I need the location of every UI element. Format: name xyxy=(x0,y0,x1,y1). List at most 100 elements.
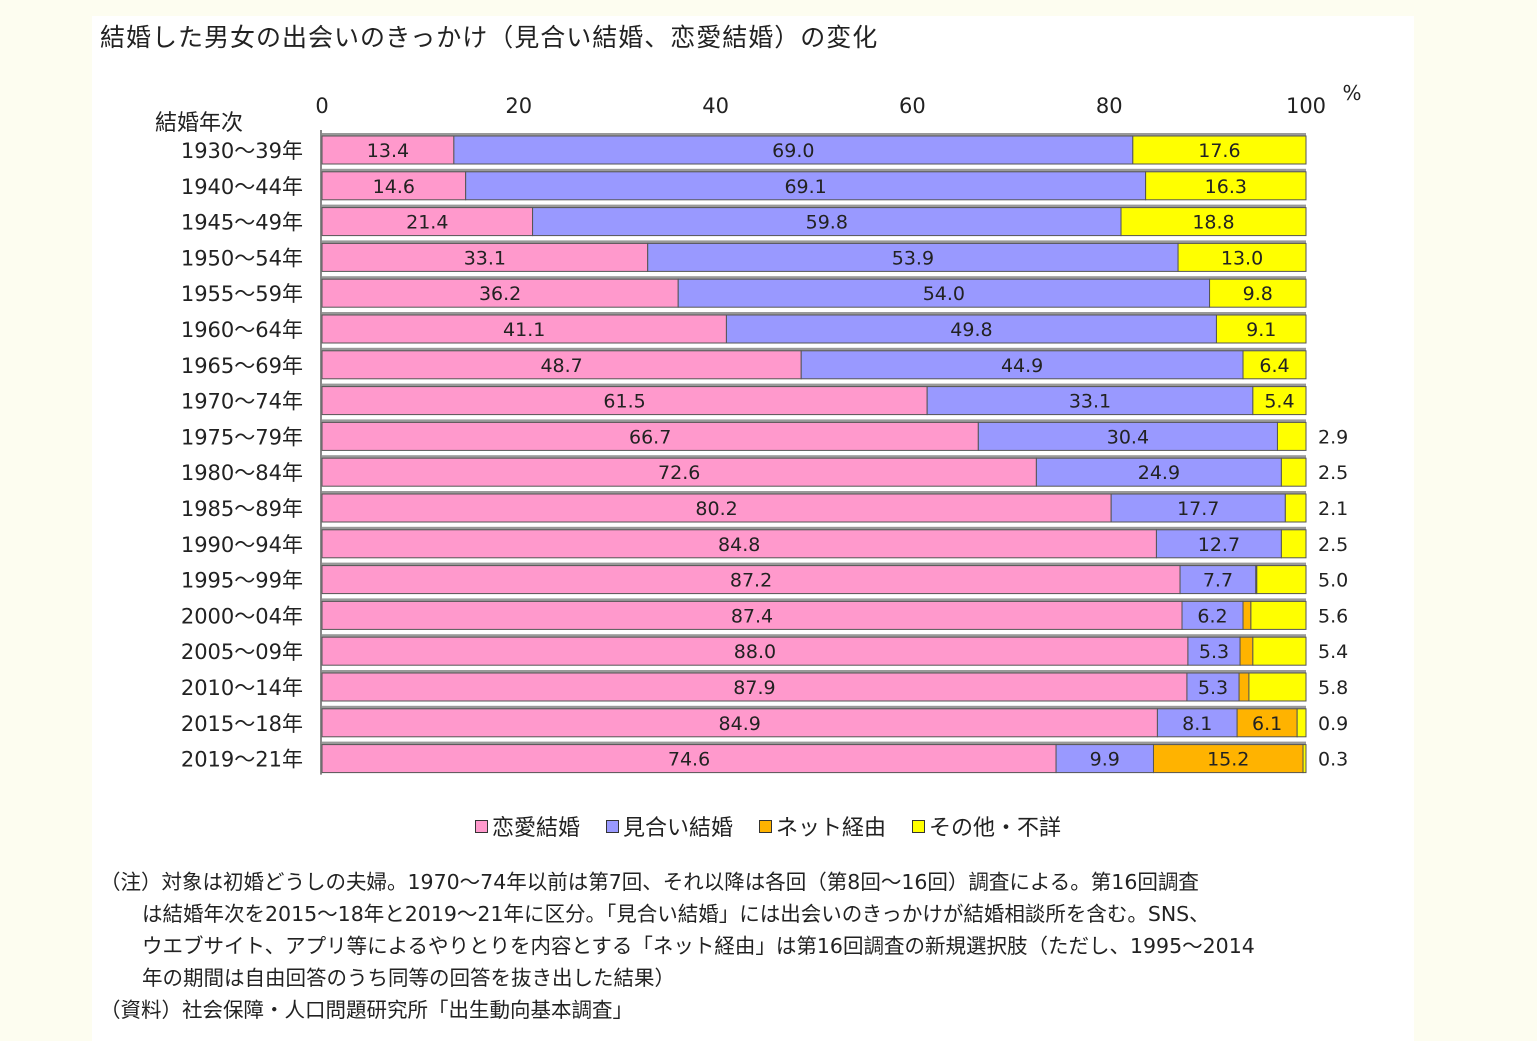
data-label: 8.1 xyxy=(1182,713,1212,735)
data-label: 48.7 xyxy=(540,355,582,377)
data-label: 30.4 xyxy=(1107,426,1149,448)
legend-item-other: その他・不詳 xyxy=(912,810,1061,842)
bar-segment-3 xyxy=(1252,386,1307,416)
legend-item-love: 恋愛結婚 xyxy=(475,810,580,842)
data-label: 14.6 xyxy=(373,176,415,198)
note-line: （注）対象は初婚どうしの夫婦。1970～74年以前は第7回、それ以降は各回（第8… xyxy=(100,870,1199,894)
x-tick-label: 40 xyxy=(702,94,729,118)
x-tick-label: 80 xyxy=(1096,94,1123,118)
category-label: 1995～99年 xyxy=(181,569,303,593)
bar-segment-2 xyxy=(1152,744,1304,774)
bar-segment-1 xyxy=(1055,744,1154,774)
bar-segment-2 xyxy=(1236,708,1298,738)
data-label: 59.8 xyxy=(806,212,848,234)
data-label: 5.6 xyxy=(1318,605,1348,627)
bar-segment-0 xyxy=(321,565,1181,595)
bar-segment-3 xyxy=(1132,135,1307,165)
data-label: 13.0 xyxy=(1221,247,1263,269)
data-label: 6.1 xyxy=(1252,713,1282,735)
x-tick-label: 100 xyxy=(1286,94,1326,118)
legend: 恋愛結婚 見合い結婚 ネット経由 その他・不詳 xyxy=(475,810,1061,842)
legend-label: 恋愛結婚 xyxy=(492,816,581,841)
bar-segment-1 xyxy=(926,386,1254,416)
category-label: 2019～21年 xyxy=(181,748,303,772)
data-label: 53.9 xyxy=(892,247,934,269)
data-label: 0.3 xyxy=(1318,749,1348,771)
note-line: ウエブサイト、アプリ等によるやりとりを内容とする「ネット経由」は第16回調査の新… xyxy=(142,934,1255,958)
bar-segment-0 xyxy=(321,314,727,344)
bar-segment-1 xyxy=(725,314,1217,344)
data-label: 87.2 xyxy=(730,570,772,592)
category-label: 2005～09年 xyxy=(181,640,303,664)
data-label: 5.8 xyxy=(1318,677,1348,699)
bar-segment-3 xyxy=(1302,744,1307,774)
bar-segment-1 xyxy=(1156,708,1238,738)
data-label: 88.0 xyxy=(734,641,776,663)
x-tick-label: 20 xyxy=(505,94,532,118)
category-label: 1990～94年 xyxy=(181,533,303,557)
bar-segment-0 xyxy=(321,242,649,272)
data-label: 17.7 xyxy=(1177,498,1219,520)
data-label: 17.6 xyxy=(1198,140,1240,162)
data-label: 33.1 xyxy=(464,247,506,269)
bar-segment-0 xyxy=(321,636,1189,666)
bar-segment-2 xyxy=(1238,672,1250,702)
data-label: 2.9 xyxy=(1318,426,1348,448)
data-label: 36.2 xyxy=(479,283,521,305)
data-label: 74.6 xyxy=(668,749,710,771)
bar-segment-3 xyxy=(1215,314,1307,344)
category-label: 2015～18年 xyxy=(181,712,303,736)
data-label: 69.1 xyxy=(784,176,826,198)
category-label: 1985～89年 xyxy=(181,497,303,521)
data-label: 84.8 xyxy=(718,534,760,556)
notes: （注）対象は初婚どうしの夫婦。1970～74年以前は第7回、それ以降は各回（第8… xyxy=(100,866,1255,1026)
bar-segment-0 xyxy=(321,529,1157,559)
data-label: 49.8 xyxy=(950,319,992,341)
bar-segment-1 xyxy=(1181,600,1244,630)
data-label: 2.5 xyxy=(1318,462,1348,484)
data-label: 7.7 xyxy=(1203,570,1233,592)
category-label: 1960～64年 xyxy=(181,318,303,342)
category-label: 1980～84年 xyxy=(181,461,303,485)
bar-segment-3 xyxy=(1280,457,1307,487)
legend-swatch xyxy=(475,819,488,833)
bar-segment-3 xyxy=(1177,242,1307,272)
bar-segment-1 xyxy=(647,242,1179,272)
legend-item-net: ネット経由 xyxy=(759,810,886,842)
data-label: 12.7 xyxy=(1198,534,1240,556)
data-label: 5.3 xyxy=(1199,641,1229,663)
data-label: 87.9 xyxy=(733,677,775,699)
category-label: 1975～79年 xyxy=(181,425,303,449)
data-label: 13.4 xyxy=(367,140,409,162)
category-label: 1930～39年 xyxy=(181,139,303,163)
bar-segment-1 xyxy=(1110,493,1286,523)
data-label: 16.3 xyxy=(1205,176,1247,198)
legend-swatch xyxy=(606,819,620,833)
x-tick-label: 60 xyxy=(899,94,926,118)
bar-segment-3 xyxy=(1252,636,1307,666)
bar-segment-3 xyxy=(1284,493,1307,523)
category-label: 1965～69年 xyxy=(181,354,303,378)
bar-segment-1 xyxy=(677,278,1211,308)
note-line: 年の期間は自由回答のうち同等の回答を抜き出した結果） xyxy=(142,966,675,990)
bar-segment-0 xyxy=(321,207,534,237)
bar-segment-0 xyxy=(321,493,1112,523)
data-label: 41.1 xyxy=(503,319,545,341)
data-label: 5.0 xyxy=(1318,570,1348,592)
bar-segment-1 xyxy=(1155,529,1282,559)
data-label: 6.4 xyxy=(1259,355,1289,377)
legend-swatch xyxy=(759,819,773,833)
data-label: 44.9 xyxy=(1001,355,1043,377)
data-label: 54.0 xyxy=(923,283,965,305)
bar-segment-0 xyxy=(321,672,1188,702)
category-label: 1950～54年 xyxy=(181,246,303,270)
data-label: 21.4 xyxy=(406,212,448,234)
legend-swatch xyxy=(912,819,926,833)
category-label: 1945～49年 xyxy=(181,211,303,235)
data-label: 33.1 xyxy=(1069,391,1111,413)
data-label: 66.7 xyxy=(629,426,671,448)
legend-item-arranged: 見合い結婚 xyxy=(606,810,733,842)
data-label: 72.6 xyxy=(658,462,700,484)
data-label: 6.2 xyxy=(1197,605,1227,627)
